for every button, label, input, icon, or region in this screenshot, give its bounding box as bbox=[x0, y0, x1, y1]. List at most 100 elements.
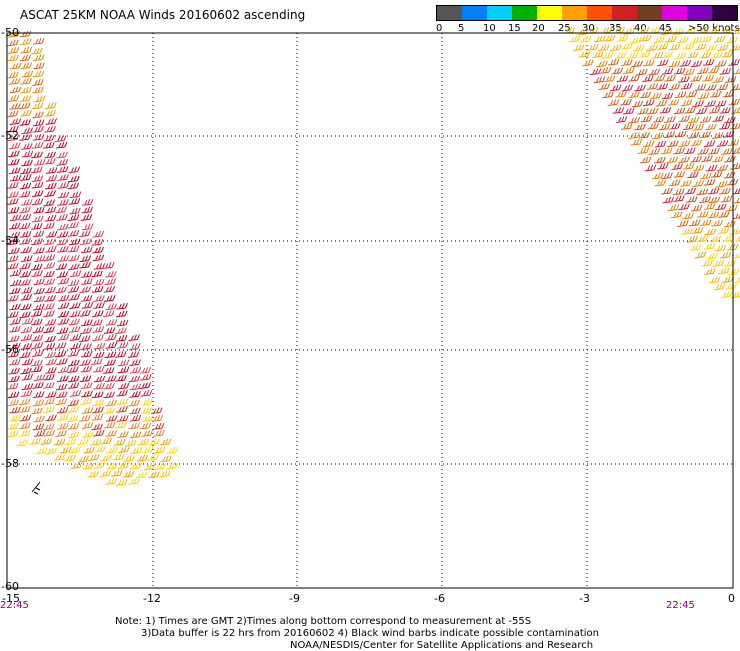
wind-barb bbox=[80, 214, 93, 221]
wind-barb bbox=[104, 295, 116, 302]
wind-barb bbox=[723, 171, 736, 179]
wind-barb bbox=[598, 83, 611, 90]
wind-barb bbox=[646, 44, 659, 52]
wind-barb bbox=[577, 28, 589, 36]
wind-barb bbox=[104, 421, 116, 429]
wind-barb bbox=[57, 174, 69, 181]
wind-barb bbox=[610, 44, 622, 52]
wind-barb bbox=[56, 223, 69, 231]
wind-barb bbox=[106, 446, 118, 454]
lat-tick-label: -50 bbox=[1, 26, 19, 39]
note-line-2: 3)Data buffer is 22 hrs from 20160602 4)… bbox=[141, 628, 599, 639]
wind-barb bbox=[55, 398, 68, 406]
wind-barb bbox=[7, 423, 19, 430]
wind-barb bbox=[8, 375, 20, 383]
wind-barb bbox=[123, 455, 135, 462]
wind-barb bbox=[710, 51, 723, 59]
wind-barb bbox=[32, 423, 45, 431]
wind-barb bbox=[43, 326, 55, 334]
wind-barb bbox=[20, 303, 32, 311]
wind-barb bbox=[31, 215, 44, 223]
wind-barb bbox=[93, 365, 105, 373]
wind-barb bbox=[7, 262, 19, 270]
note-line-1: Note: 1) Times are GMT 2)Times along bot… bbox=[115, 616, 532, 627]
wind-barb bbox=[136, 454, 149, 462]
wind-barb bbox=[20, 77, 32, 85]
wind-barb bbox=[655, 99, 668, 107]
wind-barb bbox=[43, 278, 56, 286]
wind-barb bbox=[646, 107, 659, 115]
wind-barb bbox=[103, 407, 116, 414]
wind-barb bbox=[44, 190, 56, 197]
wind-barb bbox=[600, 26, 613, 34]
wind-barb bbox=[137, 438, 150, 446]
lon-tick-label: -12 bbox=[143, 592, 161, 605]
wind-barb bbox=[69, 207, 81, 215]
wind-barb bbox=[57, 199, 69, 206]
wind-barb bbox=[722, 131, 735, 138]
wind-barb bbox=[705, 84, 717, 91]
wind-barb bbox=[729, 163, 740, 170]
wind-barb bbox=[67, 286, 80, 293]
wind-barb bbox=[19, 54, 32, 62]
wind-barb bbox=[568, 35, 581, 43]
wind-barb bbox=[33, 415, 45, 423]
wind-barb bbox=[129, 407, 141, 415]
wind-barb bbox=[148, 438, 160, 446]
wind-barb bbox=[697, 211, 709, 218]
wind-barb bbox=[719, 251, 732, 259]
wind-barb bbox=[646, 83, 659, 90]
wind-barb bbox=[630, 138, 643, 146]
wind-barb bbox=[153, 429, 165, 437]
wind-barb bbox=[57, 294, 70, 302]
wind-barb bbox=[678, 76, 690, 83]
wind-barb bbox=[20, 293, 32, 301]
wind-barb bbox=[666, 156, 679, 164]
wind-barb bbox=[129, 359, 141, 367]
lat-tick-label: -60 bbox=[1, 580, 19, 593]
wind-barb bbox=[55, 286, 67, 294]
wind-barb bbox=[20, 343, 33, 350]
wind-barb bbox=[43, 141, 55, 149]
wind-barb bbox=[648, 68, 661, 76]
wind-barb bbox=[113, 439, 126, 446]
wind-barb bbox=[709, 235, 721, 243]
wind-barb bbox=[102, 262, 115, 269]
wind-barb bbox=[68, 359, 80, 367]
wind-barb bbox=[44, 351, 57, 359]
wind-barb bbox=[724, 116, 736, 124]
wind-barb bbox=[628, 132, 640, 139]
wind-barb bbox=[615, 116, 628, 123]
wind-barb bbox=[64, 454, 76, 462]
wind-barb bbox=[68, 198, 81, 205]
wind-barb bbox=[673, 195, 685, 202]
wind-barb bbox=[154, 463, 166, 471]
wind-barb bbox=[7, 39, 19, 47]
wind-barb bbox=[105, 319, 118, 326]
wind-barb bbox=[43, 423, 55, 431]
wind-barb bbox=[31, 238, 43, 246]
wind-barb bbox=[21, 255, 33, 263]
lon-tick-label: -3 bbox=[579, 592, 590, 605]
wind-barb bbox=[93, 375, 106, 383]
wind-barb bbox=[20, 38, 32, 46]
legend-label: 30 bbox=[582, 23, 595, 34]
wind-barb bbox=[56, 238, 68, 246]
wind-barb bbox=[45, 414, 57, 422]
wind-barb bbox=[32, 230, 45, 238]
wind-barb bbox=[91, 319, 103, 326]
wind-barb bbox=[678, 115, 690, 123]
wind-barb bbox=[621, 42, 633, 50]
wind-barb bbox=[43, 398, 55, 405]
wind-barb bbox=[708, 196, 721, 204]
lon-tick-label: -6 bbox=[434, 592, 445, 605]
wind-barb bbox=[31, 175, 44, 182]
wind-barb bbox=[731, 107, 740, 114]
wind-barb bbox=[637, 107, 649, 115]
wind-barb bbox=[152, 423, 165, 430]
wind-barb bbox=[9, 287, 21, 295]
wind-barb bbox=[696, 188, 709, 196]
wind-barb bbox=[9, 342, 21, 350]
wind-barb bbox=[630, 36, 642, 44]
wind-barb bbox=[54, 350, 67, 358]
